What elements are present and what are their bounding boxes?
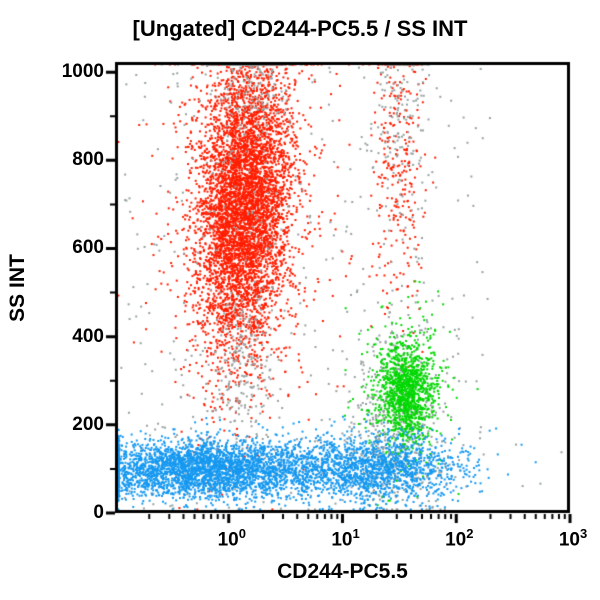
x-tick-label: 101 bbox=[331, 526, 360, 551]
y-tick-label: 600 bbox=[72, 237, 104, 259]
y-axis-label: SS INT bbox=[6, 254, 29, 322]
x-tick-label: 100 bbox=[217, 526, 246, 551]
plot-title: [Ungated] CD244-PC5.5 / SS INT bbox=[132, 16, 468, 41]
y-tick-label: 0 bbox=[93, 502, 104, 523]
y-tick-label: 400 bbox=[72, 325, 104, 347]
y-tick-label: 200 bbox=[72, 413, 104, 435]
y-tick-label: 1000 bbox=[61, 61, 104, 83]
x-tick-label: 102 bbox=[445, 526, 474, 551]
y-tick-label: 800 bbox=[72, 149, 104, 171]
x-axis-label: CD244-PC5.5 bbox=[277, 560, 408, 583]
x-tick-label: 103 bbox=[558, 526, 588, 551]
